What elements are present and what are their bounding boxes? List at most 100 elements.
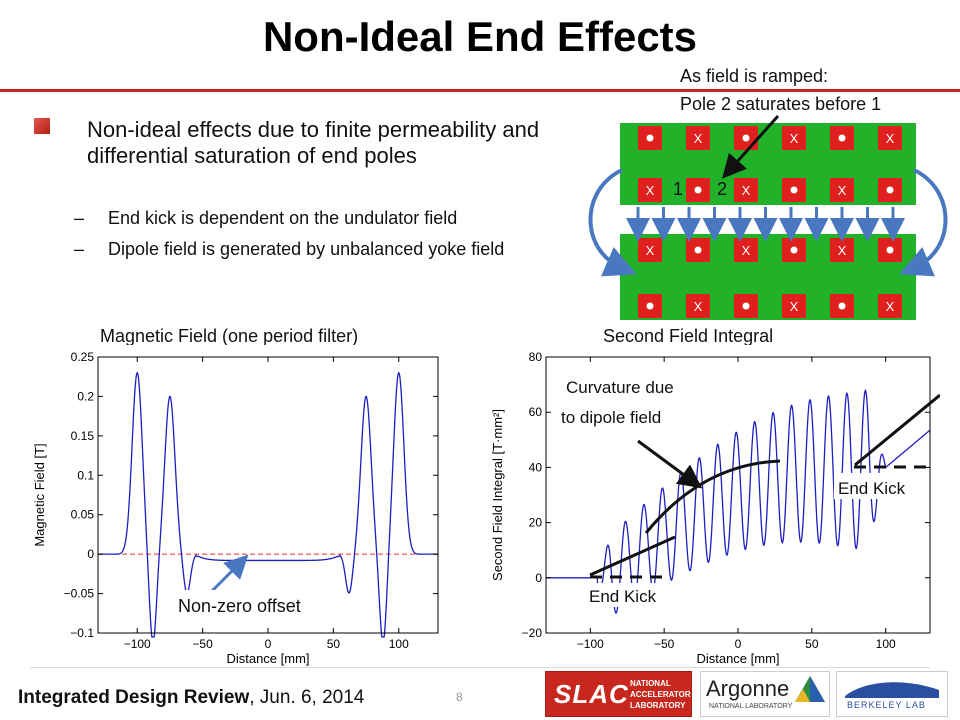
field-out-dot-icon [838, 302, 846, 310]
magnet-block [878, 294, 902, 318]
y-axis-label: Second Field Integral [T·mm²] [490, 409, 505, 581]
end-kick-right-label: End Kick [838, 479, 906, 498]
sub-bullet-2: Dipole field is generated by unbalanced … [108, 239, 505, 259]
field-out-dot-icon [742, 302, 750, 310]
x-tick-label: 100 [389, 637, 409, 651]
y-tick-label: 60 [529, 405, 543, 419]
field-out-dot-icon [694, 246, 702, 254]
ramp-note-line1: As field is ramped: [680, 66, 829, 86]
magnet-blocks: X X X X X X X X X X X X [638, 126, 902, 318]
y-axis-label: Magnetic Field [T] [32, 443, 47, 546]
field-out-dot-icon [646, 302, 654, 310]
end-kick-left-label: End Kick [589, 587, 657, 606]
footer-rule [30, 667, 930, 668]
slac-logo: SLAC NATIONAL ACCELERATOR LABORATORY [545, 671, 692, 717]
argonne-logo-main: Argonne [706, 676, 790, 701]
berkeley-logo: BERKELEY LAB [836, 671, 948, 717]
magnet-block [686, 126, 710, 150]
magnetic-field-chart: −100 −50 0 50 100 −0.1 −0.05 0 0.05 0.1 0.15 0.2 0.2… [30, 345, 450, 667]
undulator-diagram: X X X X X X X X X X X X 1 2 [588, 115, 948, 320]
y-tick-label: 0.25 [71, 350, 95, 364]
slac-logo-sub1: NATIONAL [630, 679, 671, 688]
pole-2-label: 2 [717, 179, 727, 199]
right-kick-label-bg [834, 473, 926, 499]
field-out-dot-icon [742, 134, 750, 142]
field-in-x-label: X [742, 243, 751, 258]
left-chart-caption: Magnetic Field (one period filter) [100, 326, 359, 346]
slac-logo-sub2: ACCELERATOR [630, 690, 691, 699]
magnet-block [782, 126, 806, 150]
field-out-dot-icon [790, 186, 798, 194]
footer-bold: Integrated Design Review [18, 687, 250, 708]
field-out-dot-icon [886, 246, 894, 254]
slide-title: Non-Ideal End Effects [262, 13, 698, 60]
field-in-x-label: X [886, 299, 895, 314]
x-tick-label: 100 [876, 637, 896, 651]
right-return-arrow [899, 168, 948, 277]
field-out-dot-icon [790, 246, 798, 254]
magnet-block [878, 126, 902, 150]
x-tick-label: 50 [805, 637, 819, 651]
ramp-note-line2: Pole 2 saturates before 1 [680, 94, 882, 114]
magnet-block [686, 294, 710, 318]
magnet-block [830, 238, 854, 262]
field-in-x-label: X [886, 131, 895, 146]
berkeley-hills-icon [845, 682, 939, 698]
x-tick-label: −100 [577, 637, 604, 651]
x-tick-label: 0 [735, 637, 742, 651]
y-tick-label: −20 [522, 626, 543, 640]
sub-bullet-1: End kick is dependent on the undulator f… [108, 208, 458, 228]
y-tick-label: 0 [87, 547, 94, 561]
magnet-block [734, 178, 758, 202]
field-in-x-label: X [646, 183, 655, 198]
y-tick-label: 0.1 [77, 468, 94, 482]
y-tick-label: 40 [529, 460, 543, 474]
dash-1: – [74, 208, 85, 228]
left-kick-label-bg [584, 583, 676, 607]
field-arrows [626, 207, 905, 242]
pole-1-label: 1 [673, 179, 683, 199]
page-number: 8 [456, 690, 463, 704]
curvature-pointer-arrow [637, 439, 703, 489]
x-tick-label: −100 [124, 637, 151, 651]
y-tick-label: 0.15 [71, 429, 95, 443]
title-rule [0, 89, 960, 92]
x-tick-label: −50 [654, 637, 675, 651]
bullet-main: Non-ideal effects due to finite permeabi… [87, 117, 540, 168]
non-zero-offset-label: Non-zero offset [178, 596, 301, 616]
x-axis-label: Distance [mm] [226, 651, 309, 666]
argonne-triangle-icon [795, 676, 825, 702]
left-kick-line [589, 535, 676, 577]
berkeley-logo-text: BERKELEY LAB [847, 700, 926, 710]
dash-2: – [74, 239, 85, 259]
field-in-x-label: X [790, 299, 799, 314]
curvature-label-1: Curvature due [566, 378, 674, 397]
field-in-x-label: X [838, 183, 847, 198]
left-return-arrow [588, 168, 637, 277]
field-in-x-label: X [790, 131, 799, 146]
field-out-dot-icon [646, 134, 654, 142]
y-tick-label: 80 [529, 350, 543, 364]
argonne-logo: Argonne NATIONAL LABORATORY [700, 671, 830, 717]
field-curve [98, 371, 438, 638]
y-tick-label: 0.2 [77, 389, 94, 403]
curvature-line [644, 459, 781, 534]
x-tick-label: 0 [265, 637, 272, 651]
magnet-block [638, 178, 662, 202]
magnet-block [638, 238, 662, 262]
footer-date: , Jun. 6, 2014 [249, 687, 365, 708]
slac-logo-sub3: LABORATORY [630, 701, 686, 710]
field-out-dot-icon [694, 186, 702, 194]
right-kick-line [854, 393, 940, 467]
magnet-block [734, 238, 758, 262]
upper-yoke [620, 123, 916, 205]
field-out-dot-icon [838, 134, 846, 142]
slac-logo-main: SLAC [554, 679, 629, 709]
field-in-x-label: X [646, 243, 655, 258]
pole-pointer-arrow [722, 115, 780, 179]
integral-curve [546, 389, 931, 614]
magnet-block [830, 178, 854, 202]
field-out-dot-icon [886, 186, 894, 194]
y-tick-label: 0 [535, 571, 542, 585]
